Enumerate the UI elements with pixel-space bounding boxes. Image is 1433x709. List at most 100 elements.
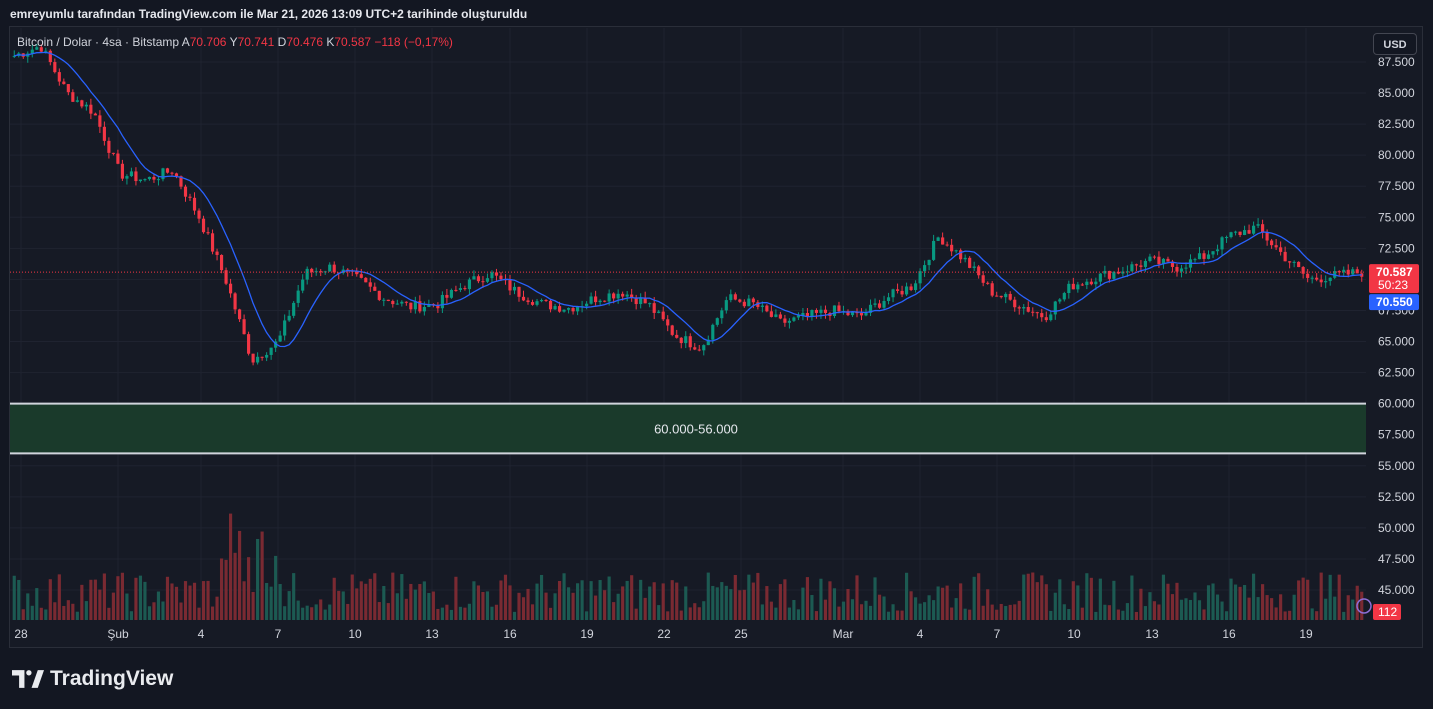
candle xyxy=(129,171,134,177)
candle xyxy=(918,271,922,284)
volume-bar xyxy=(972,576,976,620)
candle xyxy=(1152,256,1157,258)
volume-bar xyxy=(48,579,52,620)
candle xyxy=(616,293,620,299)
x-tick-label: 22 xyxy=(657,627,671,641)
volume-bar xyxy=(562,573,566,620)
volume-bar xyxy=(945,585,949,620)
candle xyxy=(386,299,390,302)
candle xyxy=(1179,268,1184,272)
volume-bar xyxy=(449,609,453,620)
candle xyxy=(909,286,913,291)
change-value: −118 (−0,17%) xyxy=(374,35,453,49)
candle xyxy=(594,296,598,303)
candle xyxy=(440,294,444,309)
candle xyxy=(30,49,34,54)
volume-bar xyxy=(769,601,773,620)
volume-bar xyxy=(228,513,233,620)
candle xyxy=(1139,265,1143,267)
candle xyxy=(1044,317,1048,321)
candle xyxy=(1184,267,1188,269)
candle xyxy=(1324,281,1328,283)
candle xyxy=(508,280,512,291)
candle xyxy=(733,294,737,300)
candle xyxy=(1202,253,1206,259)
y-tick-label: 62.500 xyxy=(1378,366,1415,380)
open-value: 70.706 xyxy=(189,35,227,49)
volume-bar xyxy=(738,590,742,620)
volume-bar xyxy=(1040,575,1044,620)
candle xyxy=(1017,307,1021,309)
volume-bar xyxy=(539,574,544,620)
candle xyxy=(1274,245,1278,248)
ohlc-legend: Bitcoin / Dolar · 4sa · Bitstamp A70.706… xyxy=(17,35,453,49)
tradingview-logo: TradingView xyxy=(12,667,173,691)
close-value: 70.587 xyxy=(334,35,372,49)
zone-label: 60.000-56.000 xyxy=(654,421,738,436)
candle xyxy=(296,290,300,303)
volume-bar xyxy=(143,581,147,620)
volume-bar xyxy=(1324,598,1328,620)
x-tick-label: 25 xyxy=(734,627,748,641)
volume-bar xyxy=(467,603,472,620)
candle xyxy=(643,297,647,304)
candle xyxy=(837,305,841,312)
candle xyxy=(1193,259,1197,261)
volume-bar xyxy=(53,602,57,620)
volume-bar xyxy=(850,599,855,620)
candle xyxy=(1166,258,1170,262)
volume-bar xyxy=(729,589,733,620)
volume-bar xyxy=(1125,603,1129,620)
candle xyxy=(93,113,97,116)
candle xyxy=(1103,270,1107,274)
volume-bar xyxy=(1220,601,1224,620)
volume-bar xyxy=(941,587,945,620)
volume-bar xyxy=(445,604,449,620)
volume-bar xyxy=(1017,600,1021,620)
candle xyxy=(855,312,859,314)
volume-bar xyxy=(697,607,701,620)
volume-bar xyxy=(454,576,458,620)
currency-button[interactable]: USD xyxy=(1373,33,1417,55)
volume-bar xyxy=(544,592,548,620)
x-tick-label: 10 xyxy=(1067,627,1081,641)
candle xyxy=(251,353,255,363)
volume-bar xyxy=(526,588,530,620)
volume-bar xyxy=(1238,586,1242,620)
volume-bar xyxy=(440,607,444,620)
chart-caption: emreyumlu tarafından TradingView.com ile… xyxy=(10,7,528,21)
candle xyxy=(494,272,499,276)
candle xyxy=(206,232,210,234)
volume-bar xyxy=(981,605,985,620)
volume-bar xyxy=(134,577,138,620)
volume-bar xyxy=(57,574,61,620)
candle xyxy=(12,55,16,57)
symbol-name[interactable]: Bitcoin / Dolar · 4sa · Bitstamp xyxy=(17,35,180,49)
candle xyxy=(603,300,607,302)
volume-bar xyxy=(882,596,886,620)
y-tick-label: 45.000 xyxy=(1378,583,1415,597)
candle xyxy=(1175,266,1179,272)
candle xyxy=(796,315,800,318)
candle xyxy=(760,305,764,307)
volume-bar xyxy=(720,582,724,620)
volume-bar xyxy=(75,611,79,620)
high-value: 70.741 xyxy=(237,35,275,49)
volume-bar xyxy=(30,605,34,620)
candle xyxy=(328,264,332,272)
volume-bar xyxy=(1202,609,1206,620)
candle xyxy=(53,62,57,73)
chart-area[interactable] xyxy=(9,26,1423,648)
volume-bar xyxy=(1080,607,1084,620)
candle xyxy=(963,257,967,260)
volume-bar xyxy=(909,591,913,620)
volume-bar xyxy=(932,600,936,620)
volume-bar xyxy=(188,585,192,620)
candle xyxy=(183,186,188,197)
candle xyxy=(427,304,431,308)
volume-bar xyxy=(535,583,539,620)
candle xyxy=(1062,293,1066,300)
volume-bar xyxy=(274,555,278,620)
volume-bar xyxy=(1261,584,1265,620)
